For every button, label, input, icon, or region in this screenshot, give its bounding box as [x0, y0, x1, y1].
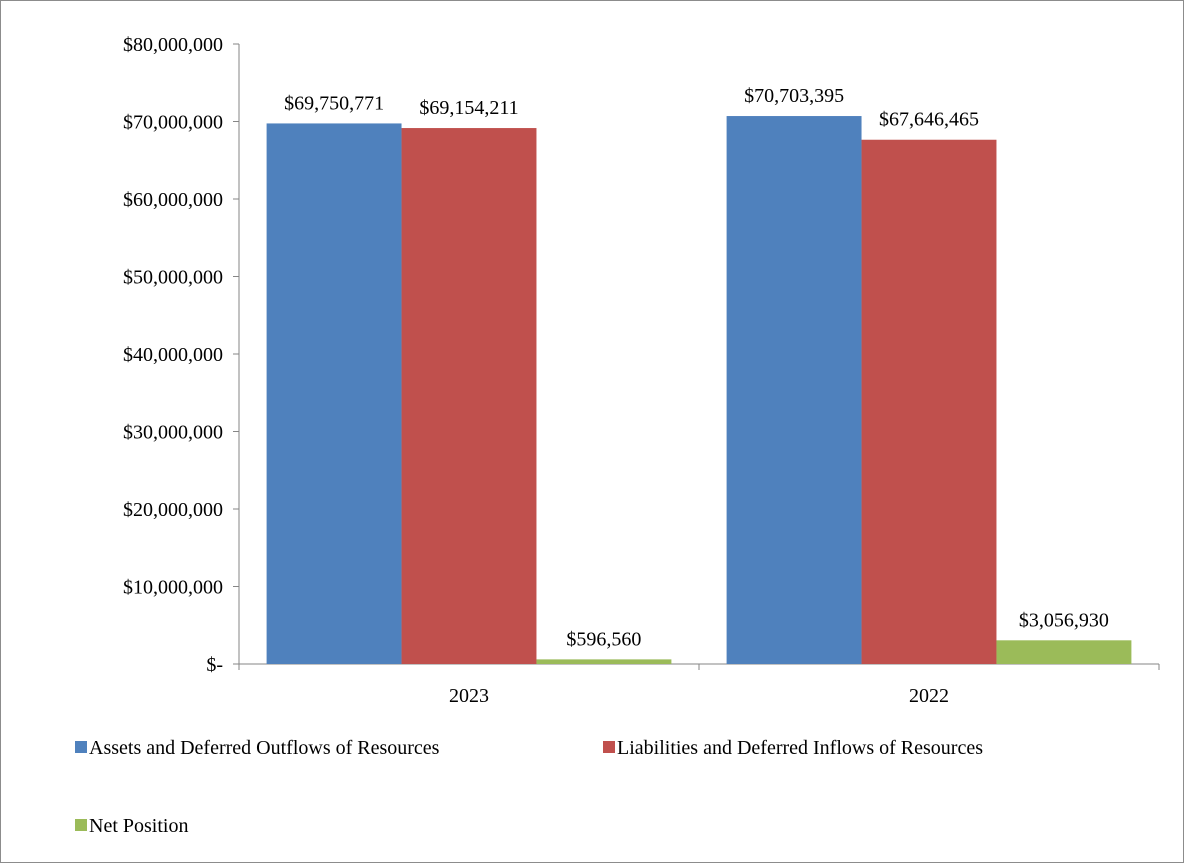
data-label: $69,154,211	[419, 97, 518, 119]
bar	[401, 128, 537, 664]
x-tick-label: 2023	[449, 685, 489, 707]
data-label: $3,056,930	[1019, 609, 1109, 631]
data-label: $69,750,771	[284, 92, 384, 114]
bar	[536, 659, 672, 664]
y-tick-label: $60,000,000	[123, 189, 223, 211]
bar	[996, 640, 1132, 664]
legend-label: Assets and Deferred Outflows of Resource…	[89, 737, 440, 759]
y-tick-label: $50,000,000	[123, 267, 223, 289]
legend-swatch	[75, 741, 87, 753]
y-tick-label: $-	[206, 654, 223, 676]
data-label: $596,560	[566, 628, 641, 650]
bars	[266, 116, 1132, 665]
bar	[726, 116, 862, 664]
legend-swatch	[603, 741, 615, 753]
bar	[266, 123, 402, 665]
legend-label: Liabilities and Deferred Inflows of Reso…	[617, 737, 983, 759]
y-tick-label: $70,000,000	[123, 112, 223, 134]
bar	[861, 139, 997, 665]
data-label: $70,703,395	[744, 85, 844, 107]
y-tick-label: $30,000,000	[123, 422, 223, 444]
x-tick-label: 2022	[909, 685, 949, 707]
data-labels: $69,750,771 $69,154,211 $596,560 $70,703,39…	[284, 85, 1109, 650]
legend-label: Net Position	[89, 815, 188, 837]
y-tick-label: $80,000,000	[123, 34, 223, 56]
y-tick-label: $40,000,000	[123, 344, 223, 366]
axes: $- $10,000,000 $20,000,000 $30,000,000 $40,0…	[123, 34, 1160, 707]
data-label: $67,646,465	[879, 109, 979, 131]
legend: Assets and Deferred Outflows of Resource…	[75, 737, 983, 837]
y-tick-label: $10,000,000	[123, 577, 223, 599]
y-tick-label: $20,000,000	[123, 499, 223, 521]
legend-swatch	[75, 819, 87, 831]
